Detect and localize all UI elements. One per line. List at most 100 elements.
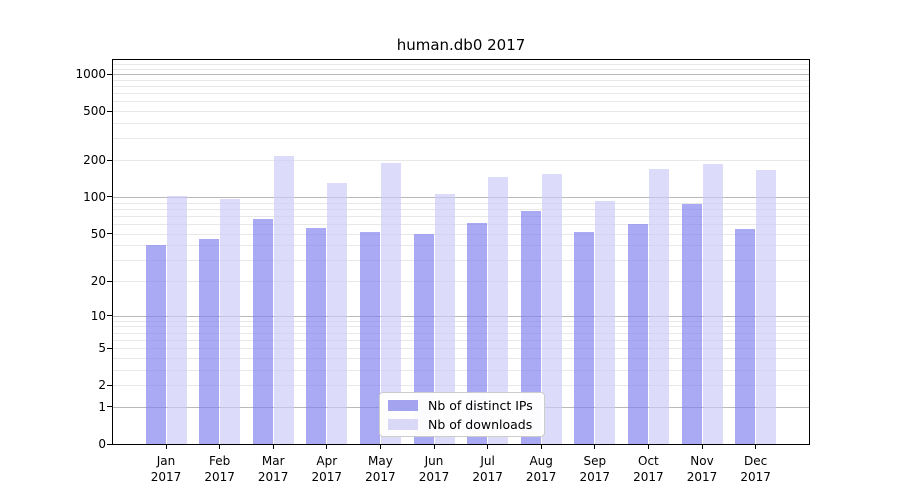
x-tick-mark	[487, 445, 489, 449]
gridline-minor	[113, 260, 809, 262]
x-tick-label-apr: Apr 2017	[311, 454, 343, 484]
y-tick-label: 500	[83, 104, 106, 119]
legend-swatch-distinct-ips-icon	[388, 399, 418, 411]
y-tick-mark	[107, 443, 112, 445]
bar-distinct-ips-jun	[413, 233, 434, 444]
x-tick-mark	[540, 445, 542, 449]
y-tick-label: 20	[90, 274, 106, 288]
x-tick-label-oct: Oct 2017	[633, 454, 664, 484]
x-tick-label-may: May 2017	[365, 454, 396, 484]
y-tick-mark	[107, 384, 112, 386]
gridline-minor	[113, 385, 809, 387]
gridline-major	[113, 315, 809, 317]
gridline-major	[113, 74, 809, 75]
gridline-minor	[113, 101, 809, 103]
bar-downloads-nov	[702, 164, 723, 444]
x-tick-mark	[272, 445, 274, 449]
x-tick-mark	[701, 445, 703, 449]
gridline-minor	[113, 339, 809, 341]
y-tick-mark	[107, 280, 112, 282]
bar-downloads-dec	[756, 170, 777, 444]
x-tick-mark	[326, 445, 328, 449]
x-tick-label-dec: Dec 2017	[740, 454, 771, 484]
x-tick-label-jan: Jan 2017	[150, 454, 182, 484]
gridline-minor	[113, 202, 809, 204]
legend-item-distinct-ips: Nb of distinct IPs	[388, 398, 536, 413]
gridline-major	[113, 196, 809, 198]
y-tick-label: 2	[98, 378, 106, 393]
bar-distinct-ips-oct	[627, 223, 648, 444]
gridline-minor	[113, 223, 809, 225]
gridline-minor	[113, 160, 809, 161]
y-tick-label: 10	[90, 308, 106, 323]
x-tick-mark	[433, 445, 435, 449]
gridline-minor	[113, 320, 809, 322]
bar-distinct-ips-sep	[574, 232, 595, 444]
legend: Nb of distinct IPs Nb of downloads	[379, 392, 545, 437]
y-tick-label: 5	[98, 341, 106, 356]
x-tick-mark	[379, 445, 381, 449]
legend-swatch-downloads-icon	[388, 418, 418, 430]
bar-distinct-ips-dec	[735, 229, 756, 444]
bar-distinct-ips-nov	[681, 203, 702, 444]
bar-downloads-jul	[488, 177, 509, 444]
y-tick-mark	[107, 196, 112, 198]
bar-distinct-ips-may	[359, 232, 380, 444]
bar-downloads-feb	[220, 199, 241, 444]
bar-downloads-sep	[595, 200, 616, 444]
x-tick-mark	[594, 445, 596, 449]
gridline-minor	[113, 348, 809, 350]
gridline-minor	[113, 86, 809, 87]
gridline-minor	[113, 79, 809, 81]
y-tick-label: 200	[83, 153, 106, 167]
gridline-minor	[113, 332, 809, 334]
bar-downloads-apr	[327, 182, 348, 444]
x-tick-mark	[755, 445, 757, 449]
y-tick-label: 100	[83, 189, 106, 204]
bar-distinct-ips-feb	[199, 239, 220, 444]
gridline-minor	[113, 111, 809, 113]
y-tick-mark	[107, 315, 112, 317]
bar-downloads-mar	[273, 156, 294, 444]
legend-label-downloads: Nb of downloads	[428, 416, 533, 432]
gridline-minor	[113, 357, 809, 359]
x-tick-label-feb: Feb 2017	[204, 454, 235, 484]
y-tick-mark	[107, 73, 112, 75]
x-tick-mark	[165, 445, 167, 449]
gridline-minor	[113, 281, 809, 282]
gridline-minor	[113, 215, 809, 217]
gridline-minor	[113, 326, 809, 328]
bar-distinct-ips-jan	[145, 245, 166, 444]
y-tick-mark	[107, 347, 112, 349]
x-tick-label-sep: Sep 2017	[579, 454, 611, 484]
bar-distinct-ips-jul	[467, 223, 488, 444]
legend-label-distinct-ips: Nb of distinct IPs	[428, 397, 533, 413]
bar-downloads-may	[380, 162, 401, 444]
y-tick-label: 1	[98, 399, 106, 414]
gridline-minor	[113, 123, 809, 124]
bar-distinct-ips-mar	[252, 218, 273, 444]
y-tick-label: 1000	[75, 67, 106, 81]
gridline-minor	[113, 233, 809, 235]
bar-distinct-ips-aug	[520, 211, 541, 444]
gridline-minor	[113, 68, 809, 70]
x-tick-mark	[647, 445, 649, 449]
y-tick-mark	[107, 159, 112, 161]
y-tick-mark	[107, 233, 112, 234]
chart-title: human.db0 2017	[396, 36, 526, 54]
bar-downloads-oct	[648, 169, 669, 444]
bar-downloads-jun	[434, 194, 455, 444]
x-tick-mark	[219, 445, 221, 449]
y-tick-mark	[107, 110, 112, 112]
bar-downloads-aug	[541, 173, 562, 444]
gridline-minor	[113, 245, 809, 247]
legend-item-downloads: Nb of downloads	[388, 417, 536, 432]
x-tick-label-mar: Mar 2017	[257, 454, 289, 484]
x-tick-label-jul: Jul 2017	[472, 454, 503, 484]
bar-distinct-ips-apr	[306, 227, 327, 444]
bar-downloads-jan	[166, 195, 187, 444]
x-tick-label-aug: Aug 2017	[525, 454, 557, 484]
gridline-minor	[113, 64, 809, 66]
y-tick-mark	[107, 406, 112, 408]
